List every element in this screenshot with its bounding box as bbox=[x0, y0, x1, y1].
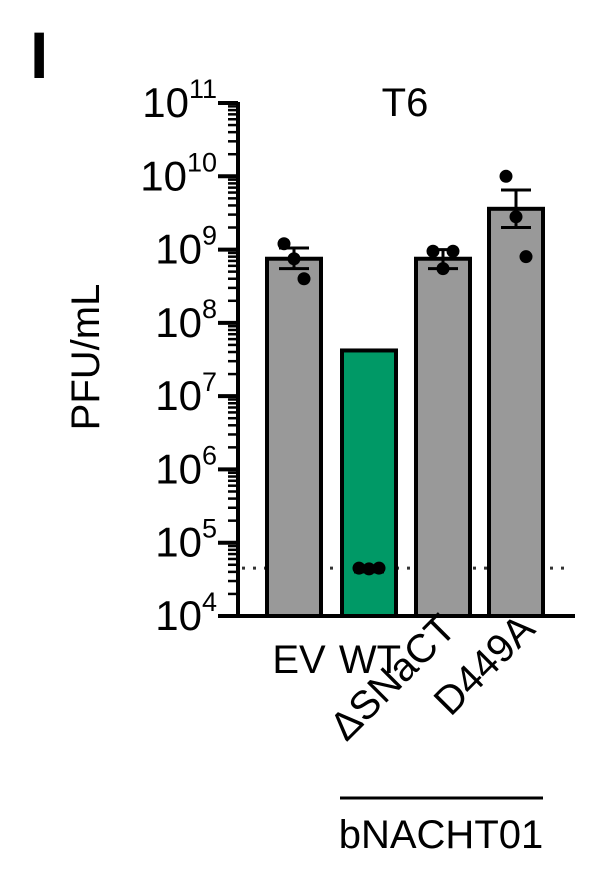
bar-0 bbox=[265, 256, 323, 618]
y-tick-label: 104 bbox=[155, 587, 217, 639]
data-point bbox=[362, 562, 376, 576]
data-point bbox=[519, 250, 533, 264]
data-point bbox=[277, 237, 291, 251]
y-tick-label: 109 bbox=[155, 221, 217, 273]
data-point bbox=[372, 561, 386, 575]
y-tick-label: 105 bbox=[155, 514, 217, 566]
y-tick-label: 107 bbox=[155, 367, 217, 419]
x-tick-label-wt: WT bbox=[339, 638, 401, 682]
panel-label: I bbox=[30, 18, 48, 92]
bar-3 bbox=[487, 206, 545, 618]
group-label: bNACHT01 bbox=[339, 813, 544, 857]
bar-1 bbox=[340, 348, 398, 618]
y-tick-label: 108 bbox=[155, 294, 217, 346]
data-point bbox=[426, 244, 440, 258]
data-point bbox=[446, 244, 460, 258]
y-tick-label: 1011 bbox=[142, 74, 217, 126]
chart-title: T6 bbox=[382, 81, 429, 125]
y-tick-label: 106 bbox=[155, 440, 217, 492]
data-point bbox=[352, 561, 366, 575]
bars bbox=[265, 206, 545, 618]
data-point bbox=[297, 272, 311, 286]
bar-2 bbox=[414, 256, 472, 618]
data-point bbox=[436, 262, 450, 276]
y-axis-label: PFU/mL bbox=[64, 284, 108, 431]
x-tick-label-ev: EV bbox=[272, 638, 326, 682]
data-point bbox=[287, 252, 301, 266]
y-tick-labels: 1011 1010 109 108 107 106 105 104 bbox=[140, 74, 217, 639]
data-point bbox=[499, 169, 513, 183]
y-tick-label: 1010 bbox=[140, 147, 217, 199]
data-point bbox=[509, 210, 523, 224]
data-points bbox=[277, 169, 533, 576]
